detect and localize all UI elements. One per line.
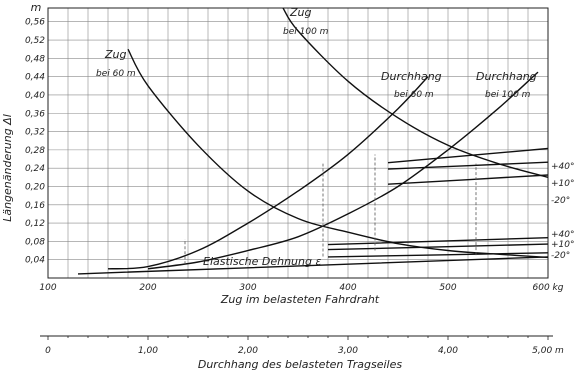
label-durchhang-60-b: bei 60 m bbox=[394, 90, 434, 100]
x-tick-label-zug: 600 kg bbox=[533, 283, 564, 293]
label-durchhang-60-a: Durchhang bbox=[381, 70, 442, 83]
x-tick-label-zug: 500 bbox=[439, 283, 456, 293]
series-line-3 bbox=[147, 71, 539, 270]
label-temp-upper-20: -20° bbox=[551, 196, 570, 206]
series-line-5 bbox=[387, 161, 549, 170]
series-line-10 bbox=[77, 256, 549, 275]
y-tick-label: 0,44 bbox=[25, 73, 45, 83]
y-tick-label: 0,08 bbox=[25, 237, 45, 247]
x-tick-label-durchhang: 5,00 m bbox=[532, 346, 564, 356]
series-line-9 bbox=[327, 252, 549, 258]
x-tick-label-zug: 100 bbox=[39, 283, 56, 293]
series-line-1 bbox=[282, 7, 549, 178]
series bbox=[77, 7, 549, 275]
axes: 0,04 0,08 0,12 0,16 0,20 0,24 0,28 0,32 0,36 0,40… bbox=[25, 7, 564, 356]
y-tick-label: 0,28 bbox=[25, 146, 45, 156]
y-tick-label: 0,24 bbox=[25, 164, 45, 174]
plot-frame bbox=[47, 7, 549, 279]
x-tick-label-zug: 300 bbox=[239, 283, 256, 293]
x-tick-label-zug: 200 bbox=[139, 283, 156, 293]
y-tick-label: 0,56 bbox=[25, 18, 45, 28]
x-tick-label-durchhang: 4,00 bbox=[438, 346, 458, 356]
y-axis-label: Längenänderung Δl bbox=[1, 114, 14, 222]
y-unit: m bbox=[31, 1, 42, 14]
y-tick-label: 0,40 bbox=[25, 91, 45, 101]
label-elastische-dehnung: Elastische Dehnung ε bbox=[203, 255, 321, 268]
label-zug-100-b: bei 100 m bbox=[283, 27, 329, 37]
y-tick-label: 0,48 bbox=[25, 54, 45, 64]
label-zug-100-a: Zug bbox=[289, 6, 312, 19]
series-line-6 bbox=[387, 174, 549, 185]
series-line-4 bbox=[387, 147, 549, 164]
y-tick-label: 0,20 bbox=[25, 182, 45, 192]
x-tick-label-durchhang: 2,00 bbox=[238, 346, 258, 356]
label-temp-lower-20: -20° bbox=[551, 251, 570, 261]
series-line-0 bbox=[127, 48, 549, 259]
x-axis-label-durchhang: Durchhang des belasteten Tragseiles bbox=[198, 358, 403, 371]
label-zug-60-b: bei 60 m bbox=[96, 69, 136, 79]
label-temp-upper-10: +10° bbox=[551, 179, 575, 189]
series-line-7 bbox=[327, 237, 549, 246]
y-tick-label: 0,16 bbox=[25, 201, 45, 211]
x-tick-label-durchhang: 1,00 bbox=[138, 346, 158, 356]
x-tick-label-durchhang: 0 bbox=[45, 346, 51, 356]
label-temp-lower-40: +40° bbox=[551, 230, 575, 240]
y-tick-label: 0,52 bbox=[25, 36, 45, 46]
label-temp-lower-10: +10° bbox=[551, 240, 575, 250]
label-durchhang-100-b: bei 100 m bbox=[485, 90, 531, 100]
x-tick-label-zug: 400 bbox=[339, 283, 356, 293]
y-tick-label: 0,32 bbox=[25, 128, 45, 138]
series-line-8 bbox=[327, 243, 549, 251]
label-temp-upper-40: +40° bbox=[551, 162, 575, 172]
x-axis-label-zug: Zug im belasteten Fahrdraht bbox=[220, 293, 380, 306]
series-line-2 bbox=[107, 76, 429, 270]
label-durchhang-100-a: Durchhang bbox=[476, 70, 537, 83]
label-zug-60-a: Zug bbox=[104, 48, 127, 61]
y-tick-label: 0,04 bbox=[25, 256, 45, 266]
y-tick-label: 0,36 bbox=[25, 109, 45, 119]
x-tick-label-durchhang: 3,00 bbox=[338, 346, 358, 356]
y-tick-label: 0,12 bbox=[25, 219, 45, 229]
